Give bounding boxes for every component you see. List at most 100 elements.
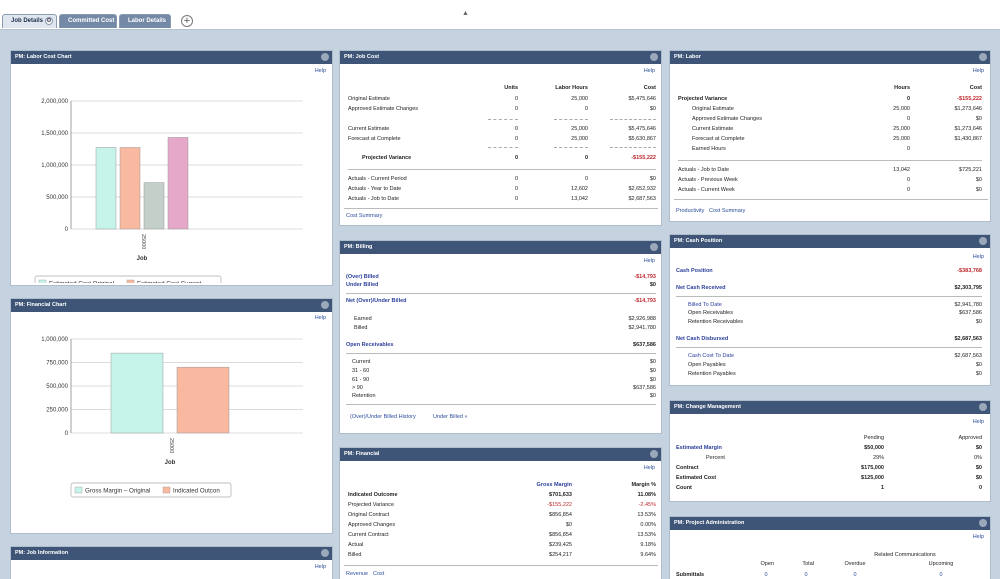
row-label: Percent [706, 455, 725, 461]
panel-menu-icon[interactable] [650, 243, 658, 251]
under-billed-link[interactable]: Under Billed » [433, 414, 468, 420]
panel-menu-icon[interactable] [979, 237, 987, 245]
row-label: Earned Hours [692, 146, 726, 152]
cell: 0 [514, 186, 518, 192]
labor-cost-chart: 0 500,000 1,000,000 1,500,000 2,000,000 25000… [34, 99, 303, 283]
panel-menu-icon[interactable] [979, 519, 987, 527]
cell: 0 [514, 176, 518, 182]
cell: 11.08% [637, 492, 656, 498]
panel-menu-icon[interactable] [321, 549, 329, 557]
cell: 0% [974, 455, 982, 461]
cell: $125,000 [861, 475, 884, 481]
cell: $0 [975, 116, 982, 122]
help-link[interactable]: Help [314, 315, 326, 321]
help-link[interactable]: Help [314, 564, 326, 570]
cell: $637,586 [633, 342, 656, 348]
cell: $5,630,867 [628, 136, 656, 142]
help-link[interactable]: Help [972, 419, 984, 425]
help-link[interactable]: Help [643, 465, 655, 471]
count-link[interactable]: 0 [804, 572, 808, 578]
help-link[interactable]: Help [643, 68, 655, 74]
cell: 0 [514, 126, 518, 132]
row-label: Forecast at Complete [348, 136, 401, 142]
tab-label: Job Details [11, 18, 44, 24]
labor-cost-chart-panel: PM: Labor Cost Chart Help 0 500,000 1,000,… [10, 50, 333, 286]
cell: $50,000 [864, 445, 884, 451]
y-tick-label: 750,000 [46, 361, 68, 367]
y-tick-label: 1,500,000 [41, 131, 68, 137]
panel-menu-icon[interactable] [979, 53, 987, 61]
row-label: Contract [676, 465, 699, 471]
cell: $0 [975, 475, 982, 481]
tab-job-details[interactable]: Job Details ⚙ [2, 14, 57, 28]
change-management-panel: PM: Change Management Help Pending Appro… [669, 400, 991, 502]
panel-header: PM: Financial Chart [11, 299, 332, 312]
cell: $1,273,646 [954, 106, 982, 112]
cell: 0 [514, 136, 518, 142]
count-link[interactable]: 0 [853, 572, 857, 578]
panel-title: PM: Labor [674, 54, 701, 60]
panel-header: PM: Labor [670, 51, 990, 64]
cost-summary-link[interactable]: Cost Summary [346, 213, 383, 219]
cell: 0 [514, 155, 518, 161]
bar [176, 366, 230, 434]
cell: $1,273,646 [954, 126, 982, 132]
help-link[interactable]: Help [972, 534, 984, 540]
cost-link[interactable]: Cost [373, 571, 385, 577]
cell: 1 [880, 485, 884, 491]
cell: 13,042 [571, 196, 588, 202]
help-link[interactable]: Help [314, 68, 326, 74]
cell: 0.00% [640, 522, 656, 528]
panel-header: PM: Labor Cost Chart [11, 51, 332, 64]
count-link[interactable]: 0 [939, 572, 943, 578]
collapse-icon[interactable]: ▲ [462, 10, 469, 17]
bar [167, 137, 189, 230]
row-label: Cash Cost To Date [688, 353, 735, 359]
panel-menu-icon[interactable] [321, 301, 329, 309]
add-tab-icon[interactable]: + [181, 15, 193, 27]
col-header: Gross Margin [536, 482, 572, 488]
count-link[interactable]: 0 [764, 572, 768, 578]
panel-menu-icon[interactable] [650, 53, 658, 61]
revenue-link[interactable]: Revenue [346, 571, 369, 577]
productivity-link[interactable]: Productivity [676, 208, 705, 214]
cell: $2,687,563 [628, 196, 656, 202]
financial-chart: 0 250,000 500,000 750,000 1,000,000 25000 Job G… [41, 337, 303, 498]
tab-committed-cost[interactable]: Committed Cost [59, 14, 117, 28]
panel-title: PM: Project Administration [674, 520, 745, 526]
cell: $2,941,780 [628, 325, 656, 331]
help-link[interactable]: Help [972, 254, 984, 260]
cell: $701,633 [549, 492, 572, 498]
panel-title: PM: Financial Chart [15, 302, 67, 308]
row-label: Billed To Date [688, 302, 722, 308]
panel-menu-icon[interactable] [979, 403, 987, 411]
panel-title: PM: Job Cost [344, 54, 380, 60]
panel-menu-icon[interactable] [321, 53, 329, 61]
cell: $0 [975, 371, 982, 377]
row-label: Projected Variance [362, 155, 412, 161]
job-cost-panel: PM: Job Cost Help Units Labor Hours Cost… [339, 50, 662, 226]
y-tick-label: 500,000 [46, 195, 68, 201]
cell: $2,303,795 [954, 285, 982, 291]
divider [344, 208, 658, 209]
row-label: Net Cash Disbursed [676, 336, 729, 342]
billed-history-link[interactable]: (Over)/Under Billed History [350, 414, 416, 420]
help-link[interactable]: Help [972, 68, 984, 74]
tab-labor-details[interactable]: Labor Details [119, 14, 171, 28]
panel-title: PM: Labor Cost Chart [15, 54, 72, 60]
settings-icon[interactable]: ⚙ [45, 17, 53, 25]
cell: $0 [975, 177, 982, 183]
cell: 0 [514, 196, 518, 202]
cell: $0 [975, 319, 982, 325]
legend-swatch [38, 279, 47, 283]
panel-menu-icon[interactable] [650, 450, 658, 458]
cell: 0 [906, 146, 910, 152]
cost-summary-link[interactable]: Cost Summary [709, 208, 746, 214]
help-link[interactable]: Help [643, 258, 655, 264]
cell: $1,430,867 [954, 136, 982, 142]
row-label: Actual [348, 542, 364, 548]
panel-title: PM: Cash Position [674, 238, 723, 244]
y-tick-label: 0 [65, 227, 69, 233]
row-label: Estimated Margin [676, 445, 722, 451]
cell: $637,586 [959, 310, 982, 316]
